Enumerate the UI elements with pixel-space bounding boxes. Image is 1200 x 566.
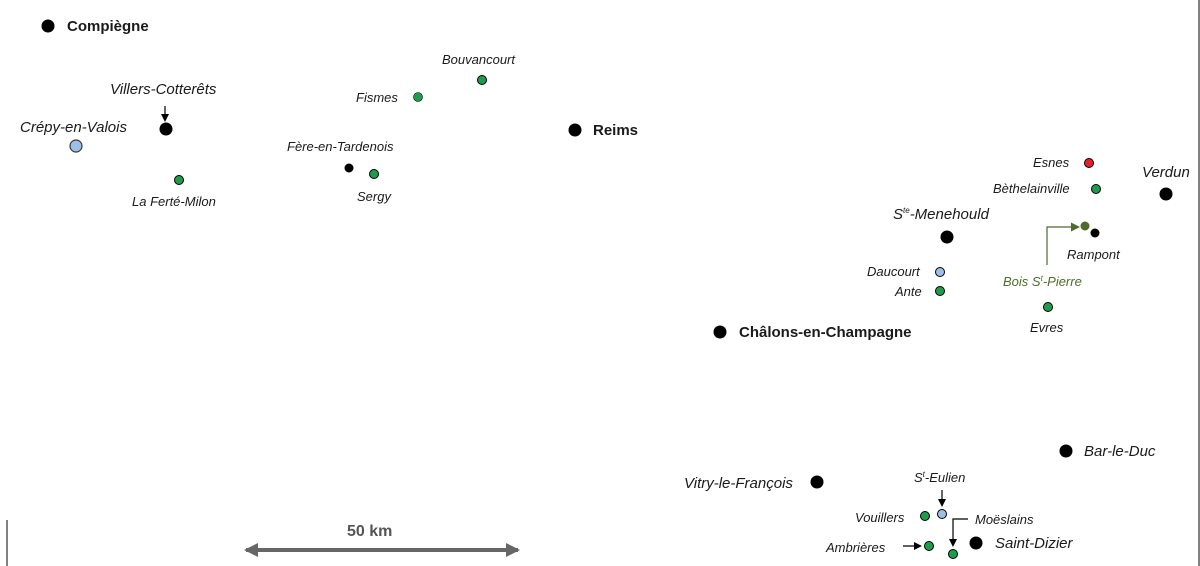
reims-label: Reims [593,122,638,139]
bouvancourt-marker [477,75,487,85]
evres-label: Evres [1030,320,1064,335]
esnes-marker [1084,158,1094,168]
verdun-label: Verdun [1142,164,1190,181]
moeslains-marker [948,549,958,559]
verdun-marker [1159,187,1173,201]
bois-st-pierre-label: Bois St-Pierre [1003,274,1082,289]
chalons-label: Châlons-en-Champagne [739,324,912,341]
laferte-marker [174,175,184,185]
villers-cotterets-label: Villers-Cotterêts [110,81,217,98]
ambrieres-label: Ambrières [825,540,886,555]
vouillers-marker [920,511,930,521]
bouvancourt-label: Bouvancourt [442,52,516,67]
ante-label: Ante [894,284,922,299]
crepy-marker [69,139,83,153]
villers-cotterets-marker [159,122,173,136]
bois-st-pierre-arrow [1046,222,1080,265]
bethelainville-marker [1091,184,1101,194]
vitry-marker [810,475,824,489]
fismes-label: Fismes [356,90,398,105]
ante-marker [935,286,945,296]
bethelainville-label: Bèthelainville [993,181,1070,196]
moeslains-arrow [949,518,968,547]
bois-st-pierre-marker [1080,221,1090,231]
daucourt-marker [935,267,945,277]
scale-label: 50 km [347,523,392,540]
barleduc-marker [1059,444,1073,458]
barleduc-label: Bar-le-Duc [1084,443,1156,460]
compiegne-label: Compiègne [67,18,149,35]
ste-menehould-label: Ste-Menehould [893,206,990,223]
vouillers-label: Vouillers [855,510,905,525]
ambrieres-marker [924,541,934,551]
daucourt-label: Daucourt [867,264,921,279]
chalons-marker [713,325,727,339]
rampont-marker [1090,228,1100,238]
st-eulien-label: St-Eulien [914,470,965,485]
compiegne-marker [41,19,55,33]
st-eulien-marker [937,509,947,519]
saint-dizier-marker [969,536,983,550]
laferte-label: La Ferté-Milon [132,194,216,209]
moeslains-label: Moëslains [975,512,1034,527]
saint-dizier-label: Saint-Dizier [995,535,1074,552]
fere-marker [344,163,354,173]
esnes-label: Esnes [1033,155,1070,170]
evres-marker [1043,302,1053,312]
rampont-label: Rampont [1067,247,1121,262]
reims-marker [568,123,582,137]
fismes-marker [413,92,423,102]
vitry-label: Vitry-le-François [684,475,793,492]
crepy-label: Crépy-en-Valois [20,119,127,136]
ste-menehould-marker [940,230,954,244]
fere-label: Fère-en-Tardenois [287,139,394,154]
sergy-marker [369,169,379,179]
sergy-label: Sergy [357,189,392,204]
